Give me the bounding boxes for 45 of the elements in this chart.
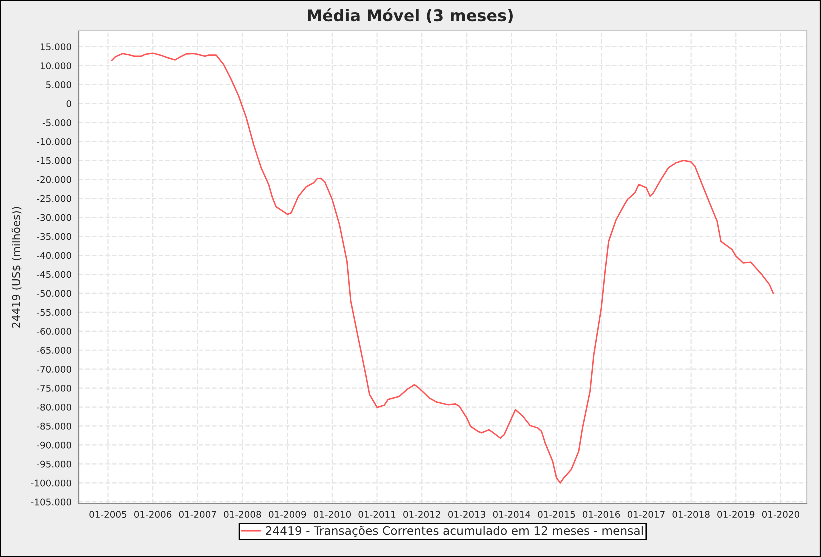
x-tick-label: 01-2008 [224,511,262,518]
x-tick-label: 01-2014 [493,511,531,518]
y-tick-label: -65.000 [37,347,72,354]
y-tick-label: 0 [66,100,72,108]
x-tick-label: 01-2016 [583,511,620,518]
line-series [111,52,774,484]
x-tick-label: 01-2010 [314,511,352,518]
y-tick-label: -55.000 [37,309,72,316]
y-tick-label: -60.000 [37,328,72,336]
legend-label: 24419 - Transações Correntes acumulado em 12 meses - mensal [266,526,643,538]
y-tick-label: -40.000 [37,252,72,260]
y-tick-label: -15.000 [37,157,72,164]
y-tick-label: 15.000 [40,44,72,51]
y-tick-label: -85.000 [37,422,72,430]
y-axis-title: 24419 (US$ (milhões)) [12,207,22,328]
y-tick-label: -30.000 [37,214,72,222]
x-tick-label: 01-2017 [628,511,665,518]
chart-title: Média Móvel (3 meses) [308,8,513,24]
y-tick-label: -20.000 [37,176,72,184]
y-tick-label: 10.000 [40,62,72,70]
x-tick-label: 01-2015 [538,511,576,518]
x-tick-label: 01-2007 [179,511,216,518]
y-tick-label: -80.000 [37,404,72,411]
y-tick-label: -10.000 [37,138,72,146]
y-tick-label: -105.000 [31,498,72,506]
x-tick-label: 01-2005 [90,511,127,518]
y-tick-label: -100.000 [31,480,72,487]
x-tick-label: 01-2020 [762,511,800,518]
y-tick-label: -90.000 [37,442,72,449]
x-tick-label: 01-2009 [269,511,306,518]
x-tick-label: 01-2018 [672,511,710,518]
x-tick-label: 01-2013 [448,511,486,518]
x-tick-label: 01-2011 [358,511,396,518]
y-tick-label: -25.000 [37,195,72,202]
y-tick-label: -45.000 [37,271,72,278]
y-tick-label: -50.000 [37,290,72,298]
y-tick-label: -70.000 [37,366,72,373]
y-tick-label: -95.000 [37,460,72,468]
x-tick-label: 01-2019 [718,511,755,518]
y-tick-label: -75.000 [37,384,72,392]
x-tick-label: 01-2006 [134,511,172,518]
y-tick-label: -5.000 [42,119,72,126]
y-tick-label: 5.000 [46,82,72,88]
y-tick-label: -35.000 [37,233,72,240]
x-tick-label: 01-2012 [404,511,440,518]
